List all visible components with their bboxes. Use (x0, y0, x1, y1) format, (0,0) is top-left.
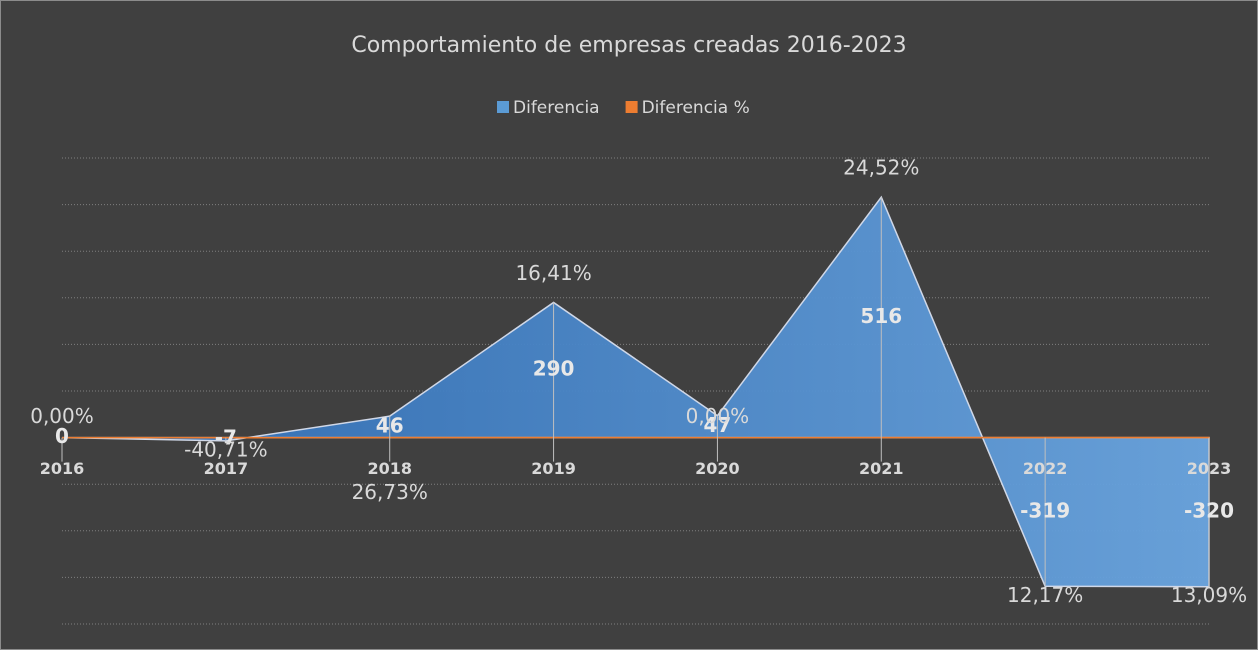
x-tick-label: 2020 (695, 459, 740, 478)
data-label-percent: 0,00% (30, 404, 94, 428)
x-tick-label: 2017 (204, 459, 249, 478)
x-tick-label: 2019 (531, 459, 576, 478)
x-tick-label: 2021 (859, 459, 904, 478)
data-label: -320 (1184, 499, 1234, 523)
data-label: -7 (215, 426, 237, 450)
data-label: 0 (55, 424, 69, 448)
legend-swatch (625, 101, 638, 113)
data-label-percent: 0,00% (686, 404, 750, 428)
data-label-percent: 16,41% (515, 261, 591, 285)
x-tick-label: 2023 (1187, 459, 1232, 478)
legend-label: Diferencia (513, 98, 600, 118)
x-tick-label: 2016 (40, 459, 85, 478)
data-label-percent: 24,52% (843, 156, 919, 180)
x-tick-label: 2022 (1023, 459, 1068, 478)
data-label: 516 (860, 304, 902, 328)
data-label-percent: 13,09% (1171, 583, 1247, 607)
legend-swatch (497, 101, 509, 113)
data-label: 46 (376, 413, 404, 437)
data-label-percent: 12,17% (1007, 583, 1083, 607)
chart-title: Comportamiento de empresas creadas 2016-… (351, 33, 906, 58)
data-label: -319 (1020, 498, 1070, 522)
data-label-percent: -40,71% (184, 437, 267, 461)
data-label: 290 (533, 357, 575, 381)
legend-label: Diferencia % (642, 98, 750, 118)
data-label: 47 (704, 413, 732, 437)
data-label-percent: 26,73% (352, 480, 428, 504)
x-tick-label: 2018 (367, 459, 412, 478)
